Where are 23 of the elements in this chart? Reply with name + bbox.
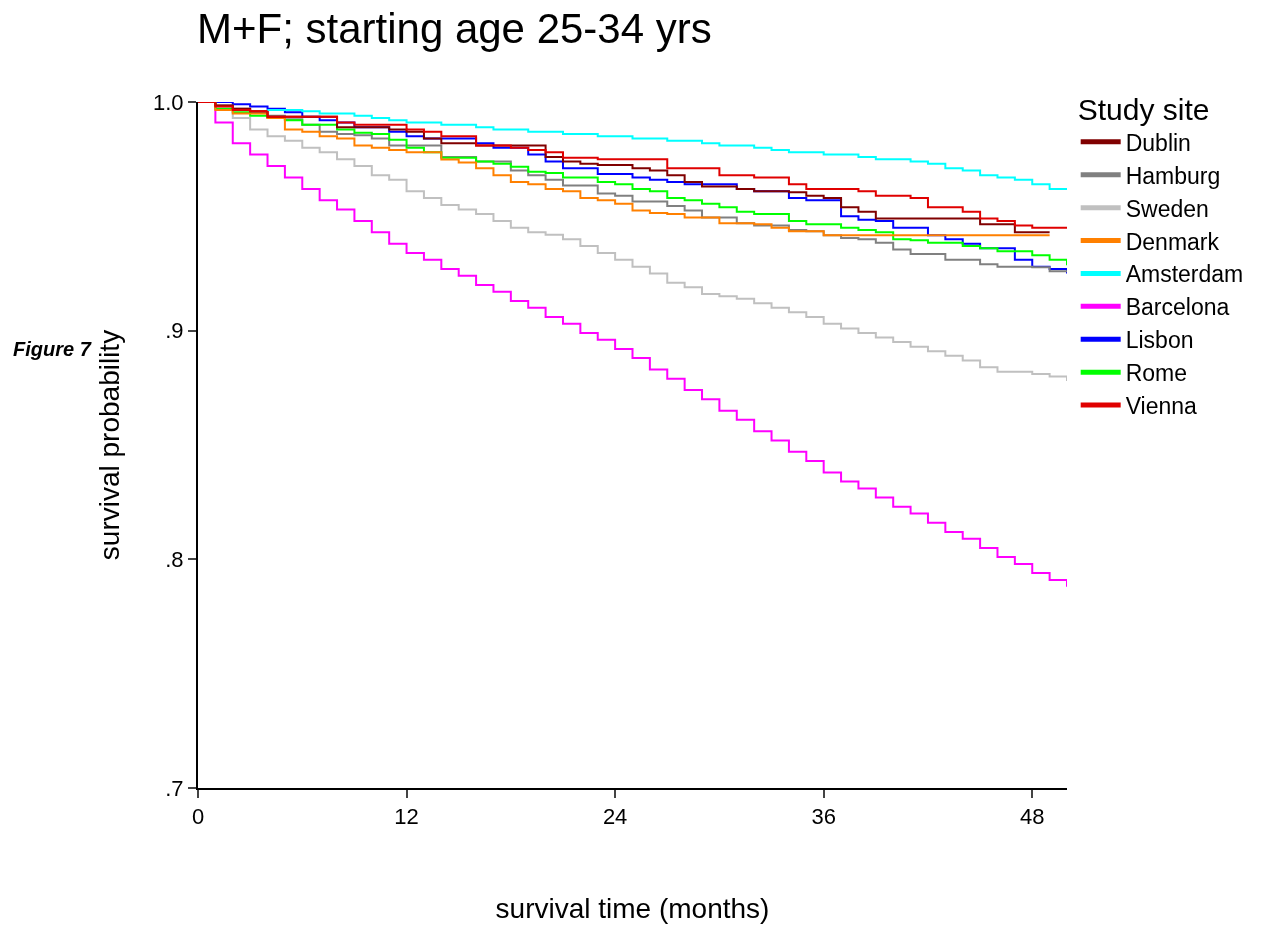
y-tick-label: .7 [165, 775, 184, 801]
x-tick-label: 24 [602, 804, 628, 830]
legend-label: Dublin [1125, 129, 1191, 156]
x-tick-label: 0 [191, 804, 205, 830]
legend-label: Lisbon [1125, 327, 1194, 354]
x-tick-label: 48 [1020, 804, 1045, 830]
legend-title: Study site [1077, 93, 1210, 127]
legend-label: Sweden [1125, 195, 1209, 222]
legend-label: Barcelona [1125, 294, 1230, 321]
caption: Figure 7 [13, 338, 92, 360]
chart-title: M+F; starting age 25-34 yrs [197, 5, 712, 53]
y-tick-label: .9 [165, 318, 184, 344]
x-axis-title: survival time (months) [495, 893, 770, 924]
legend-label: Denmark [1125, 228, 1220, 255]
legend-label: Amsterdam [1125, 261, 1244, 288]
x-tick-label: 12 [394, 804, 419, 830]
y-tick-label: .8 [165, 547, 184, 573]
y-tick-label: 1.0 [153, 89, 184, 115]
legend-label: Hamburg [1125, 162, 1221, 189]
y-axis-title: survival probability [94, 329, 126, 561]
legend-label: Rome [1125, 360, 1188, 387]
x-tick-label: 36 [811, 804, 836, 830]
legend-label: Vienna [1125, 393, 1198, 420]
